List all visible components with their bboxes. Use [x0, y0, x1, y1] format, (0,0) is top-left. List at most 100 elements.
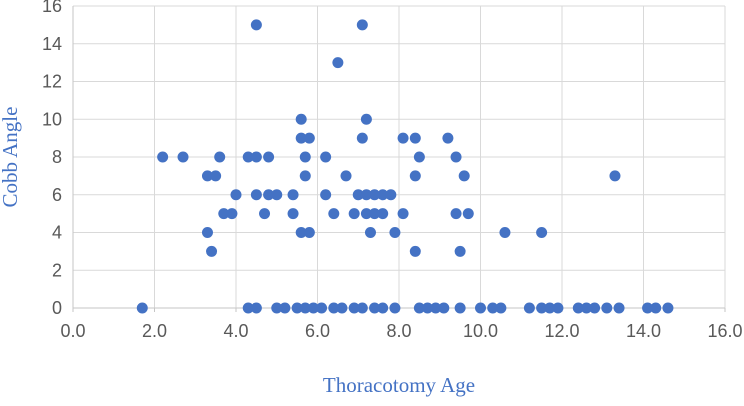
data-point — [662, 302, 674, 314]
x-tick-label: 8.0 — [386, 321, 411, 341]
x-axis-title: Thoracotomy Age — [323, 373, 475, 397]
data-point — [271, 302, 283, 314]
data-point — [263, 189, 275, 201]
y-tick-label: 0 — [52, 298, 62, 318]
data-point — [397, 208, 409, 220]
data-point — [369, 189, 381, 201]
data-point — [397, 132, 409, 144]
data-point — [475, 302, 486, 314]
x-tick-label: 10.0 — [463, 321, 498, 341]
data-point — [487, 302, 499, 314]
y-tick-label: 14 — [42, 34, 62, 54]
data-point — [136, 302, 148, 314]
data-point — [364, 227, 376, 238]
data-point — [230, 189, 242, 201]
data-point — [580, 302, 592, 314]
data-point — [295, 113, 307, 125]
data-point — [279, 302, 291, 314]
data-point — [303, 132, 315, 144]
data-point — [499, 227, 511, 238]
data-point — [242, 151, 254, 163]
data-point — [250, 302, 262, 314]
data-point — [259, 208, 271, 220]
tick-labels: 0.0 2.0 4.0 6.0 8.0 10.0 12.0 14.0 16.0 0 2 4 6 8 10 12… — [42, 0, 743, 341]
x-tick-label: 4.0 — [223, 321, 248, 341]
x-tick-label: 2.0 — [142, 321, 167, 341]
x-tick-label: 6.0 — [305, 321, 330, 341]
data-point — [287, 189, 299, 201]
data-point — [299, 151, 311, 163]
data-point — [157, 151, 169, 163]
data-point — [328, 302, 340, 314]
y-tick-label: 2 — [52, 260, 62, 280]
data-point — [360, 189, 372, 201]
data-point — [601, 302, 613, 314]
data-point — [295, 132, 307, 144]
data-point — [336, 302, 348, 314]
data-point — [250, 151, 262, 163]
x-tick-label: 16.0 — [707, 321, 742, 341]
data-point — [201, 170, 213, 182]
data-point — [295, 227, 307, 238]
data-point — [177, 151, 189, 163]
data-point — [214, 151, 226, 163]
data-point — [250, 19, 262, 31]
data-point — [430, 302, 442, 314]
x-tick-label: 12.0 — [544, 321, 579, 341]
data-point — [409, 132, 421, 144]
data-point — [206, 245, 218, 257]
data-point — [320, 189, 332, 201]
data-point — [642, 302, 654, 314]
data-point — [218, 208, 230, 220]
data-point — [307, 302, 319, 314]
data-point — [422, 302, 434, 314]
data-point — [263, 151, 275, 163]
data-point — [287, 208, 299, 220]
data-point — [523, 302, 535, 314]
y-tick-label: 6 — [52, 185, 62, 205]
y-tick-label: 10 — [42, 109, 62, 129]
data-point — [544, 302, 556, 314]
data-point — [536, 227, 548, 238]
data-point — [536, 302, 548, 314]
data-point — [458, 170, 470, 182]
data-point — [250, 189, 262, 201]
y-tick-label: 16 — [42, 0, 62, 16]
data-point — [271, 189, 283, 201]
data-point — [450, 208, 462, 220]
data-point — [572, 302, 584, 314]
y-tick-label: 8 — [52, 147, 62, 167]
data-point — [609, 170, 621, 182]
y-tick-label: 12 — [42, 72, 62, 92]
data-point — [210, 170, 222, 182]
y-tick-label: 4 — [52, 223, 62, 243]
data-point — [356, 302, 368, 314]
data-point — [356, 19, 368, 31]
data-point — [385, 189, 397, 201]
data-point — [377, 302, 389, 314]
data-point — [377, 189, 389, 201]
data-point — [316, 302, 328, 314]
data-point — [320, 151, 332, 163]
data-point — [303, 227, 315, 238]
data-point — [360, 113, 372, 125]
data-point — [348, 302, 360, 314]
data-point — [495, 302, 507, 314]
data-point — [369, 302, 381, 314]
data-point — [348, 208, 360, 220]
data-point — [332, 57, 344, 69]
data-point — [352, 189, 364, 201]
x-tick-label: 14.0 — [626, 321, 661, 341]
y-axis-title: Cobb Angle — [0, 107, 22, 208]
data-point — [242, 302, 254, 314]
data-point — [552, 302, 564, 314]
data-point — [377, 208, 389, 220]
x-tick-label: 0.0 — [60, 321, 85, 341]
data-point — [226, 208, 238, 220]
data-point — [360, 208, 372, 220]
data-point — [613, 302, 625, 314]
data-point — [328, 208, 340, 220]
data-point — [450, 151, 462, 163]
